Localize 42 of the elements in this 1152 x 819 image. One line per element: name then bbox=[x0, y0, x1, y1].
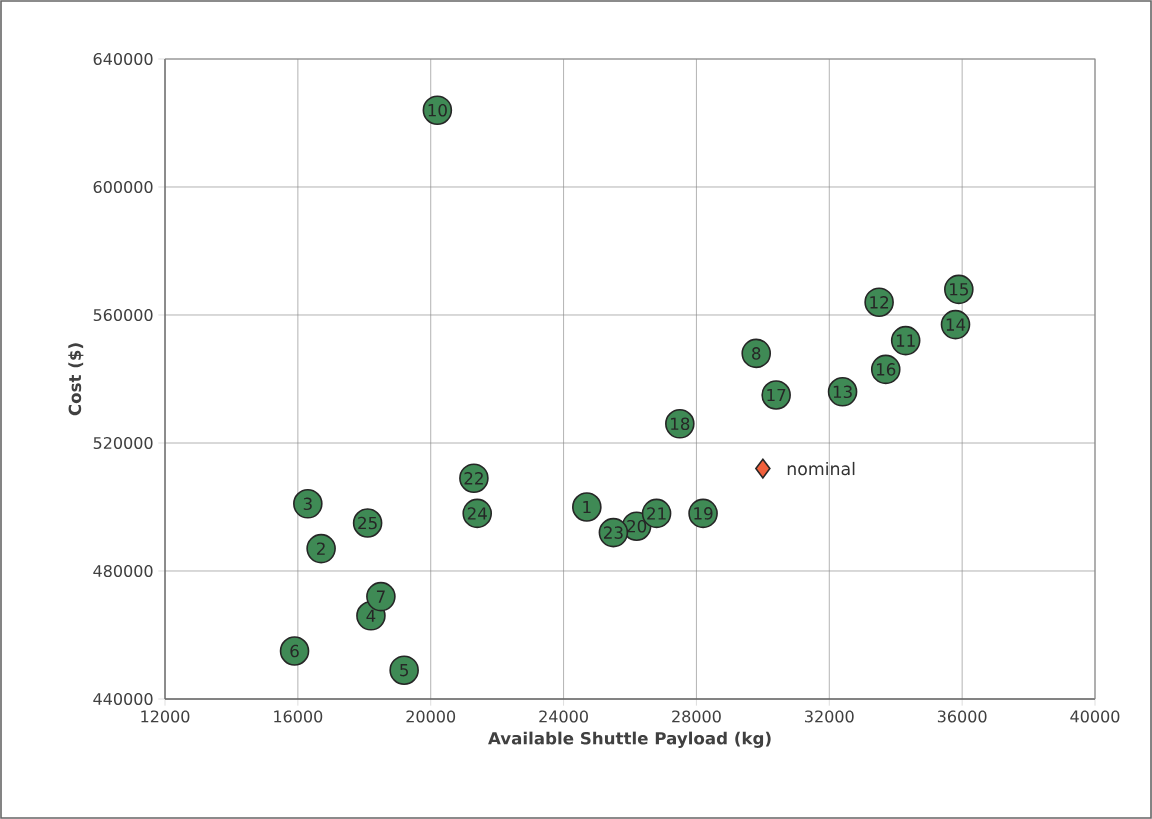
annotation: 3 bbox=[303, 497, 312, 511]
annotation: 17 bbox=[767, 388, 786, 402]
x-tick-label: 16000 bbox=[274, 710, 323, 723]
x-tick-label: 28000 bbox=[672, 710, 721, 723]
y-tick-label: 600000 bbox=[93, 180, 153, 194]
x-tick-label: 12000 bbox=[141, 710, 190, 723]
annotation: 8 bbox=[752, 347, 761, 360]
annotation: 15 bbox=[950, 283, 968, 296]
annotation: 5 bbox=[400, 664, 408, 677]
annotation: 12 bbox=[870, 296, 889, 309]
point bbox=[755, 458, 771, 479]
annotation: 10 bbox=[428, 103, 447, 117]
annotation: 13 bbox=[833, 385, 852, 399]
y-tick-label: 520000 bbox=[93, 436, 153, 450]
y-tick-label: 640000 bbox=[93, 52, 153, 66]
annotation: 11 bbox=[896, 334, 915, 347]
annotation: 19 bbox=[694, 507, 713, 520]
series-label: nominal bbox=[787, 461, 855, 476]
annotation: 18 bbox=[671, 417, 690, 431]
annotation: 25 bbox=[358, 516, 377, 530]
y-tick-label: 440000 bbox=[93, 692, 153, 706]
annotation: 23 bbox=[604, 526, 623, 539]
y-axis-title: Cost ($) bbox=[68, 343, 84, 416]
annotation: 7 bbox=[376, 590, 385, 603]
annotation: 2 bbox=[317, 542, 325, 555]
annotation: 22 bbox=[464, 472, 483, 485]
annotation: 1 bbox=[583, 500, 591, 514]
annotation: 16 bbox=[876, 363, 896, 376]
annotation: 14 bbox=[946, 318, 966, 331]
annotation: 24 bbox=[467, 507, 487, 520]
annotation: 21 bbox=[647, 507, 666, 520]
x-tick-label: 32000 bbox=[805, 710, 854, 723]
x-tick-label: 40000 bbox=[1070, 710, 1120, 723]
annotation: 20 bbox=[627, 519, 647, 533]
x-tick-label: 20000 bbox=[406, 710, 456, 723]
x-axis-title: Available Shuttle Payload (kg) bbox=[488, 731, 771, 748]
x-tick-label: 36000 bbox=[937, 710, 987, 723]
annotation: 6 bbox=[290, 644, 299, 658]
y-tick-label: 480000 bbox=[93, 564, 153, 578]
annotation: 4 bbox=[366, 609, 376, 622]
x-tick-label: 24000 bbox=[539, 710, 588, 723]
y-tick-label: 560000 bbox=[93, 308, 153, 322]
